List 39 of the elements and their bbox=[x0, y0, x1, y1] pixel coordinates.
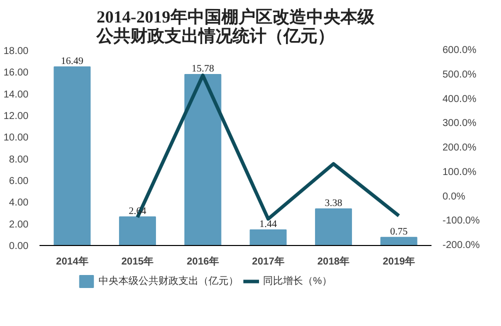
bar bbox=[250, 229, 287, 246]
y-tick-label: 18.00 bbox=[3, 46, 29, 57]
y-tick-label: 14.00 bbox=[3, 89, 29, 100]
y2-tick-label: -100.0% bbox=[442, 216, 480, 227]
chart-title: 2014-2019年中国棚户区改造中央本级公共财政支出情况统计（亿元） bbox=[96, 8, 376, 46]
y2-tick-label: 500.0% bbox=[442, 69, 477, 80]
x-tick-label: 2016年 bbox=[186, 256, 219, 268]
y-tick-label: 16.00 bbox=[3, 68, 29, 79]
data-label: 0.75 bbox=[390, 226, 408, 238]
y-tick-label: 4.00 bbox=[9, 198, 29, 209]
y2-tick-label: 300.0% bbox=[442, 118, 477, 130]
y2-tick-label: 600.0% bbox=[442, 45, 477, 56]
y2-tick-label: 100.0% bbox=[442, 166, 477, 178]
data-label: 15.78 bbox=[192, 64, 214, 75]
x-tick-label: 2015年 bbox=[121, 256, 154, 268]
bar bbox=[184, 74, 222, 246]
data-label: 3.38 bbox=[324, 198, 342, 209]
x-tick-label: 2017年 bbox=[252, 256, 284, 268]
y-tick-label: 12.00 bbox=[3, 111, 29, 122]
y-tick-label: 2.00 bbox=[9, 219, 29, 230]
bar bbox=[315, 208, 352, 246]
y2-tick-label: 400.0% bbox=[442, 94, 477, 105]
y-tick-label: 6.00 bbox=[9, 176, 29, 187]
bar bbox=[119, 216, 156, 246]
bar bbox=[380, 236, 418, 246]
y2-tick-label: -200.0% bbox=[442, 240, 480, 251]
y-tick-label: 8.00 bbox=[9, 154, 29, 166]
data-label: 16.49 bbox=[60, 56, 84, 67]
x-tick-label: 2019年 bbox=[382, 256, 415, 268]
x-tick-label: 2018年 bbox=[317, 256, 350, 268]
y-tick-label: 0.00 bbox=[9, 241, 29, 252]
data-label: 1.44 bbox=[259, 218, 277, 230]
bar bbox=[54, 66, 91, 246]
y-tick-label: 10.00 bbox=[3, 132, 29, 144]
y2-tick-label: 200.0% bbox=[442, 142, 477, 154]
legend-label: 中央本级公共财政支出（亿元） bbox=[98, 275, 238, 287]
y2-tick-label: 0.0% bbox=[442, 191, 466, 202]
x-tick-label: 2014年 bbox=[56, 256, 88, 268]
legend-label: 同比增长（%） bbox=[262, 275, 332, 287]
